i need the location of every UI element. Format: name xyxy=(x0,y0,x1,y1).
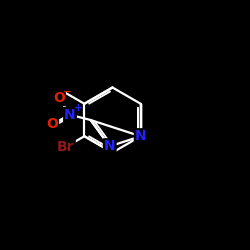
Text: N: N xyxy=(64,108,76,122)
Text: −: − xyxy=(63,86,72,97)
Text: Br: Br xyxy=(57,140,75,154)
Text: O: O xyxy=(46,118,58,132)
Text: N: N xyxy=(104,139,116,153)
Text: O: O xyxy=(53,91,65,105)
Text: +: + xyxy=(74,103,82,113)
Text: N: N xyxy=(135,129,146,143)
